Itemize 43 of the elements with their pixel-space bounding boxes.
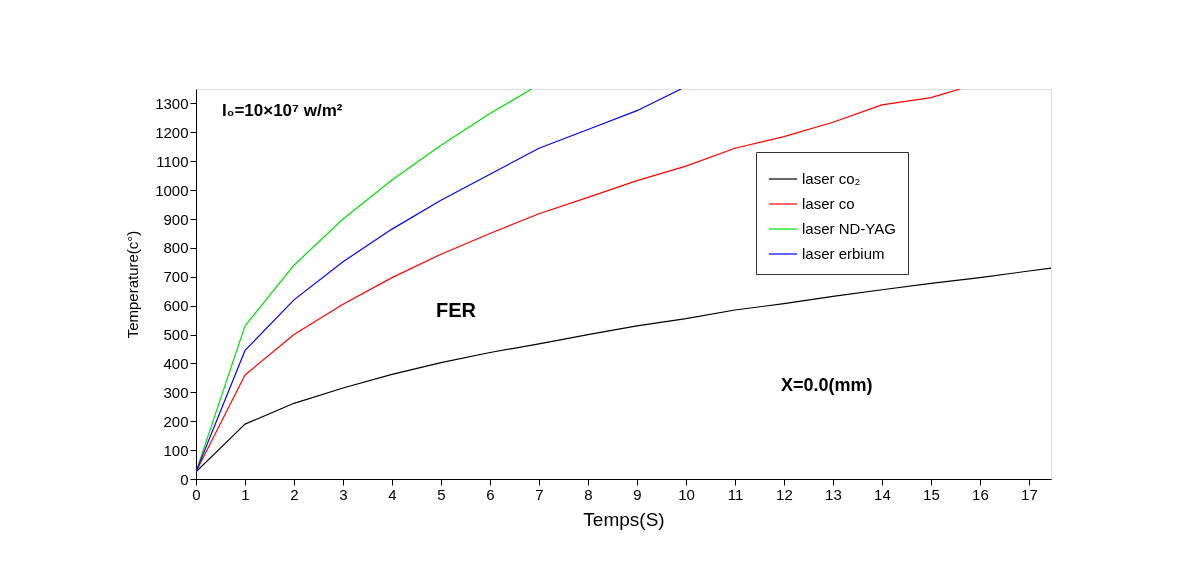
x-tick-label: 3 [339,485,348,503]
annotation: FER [436,299,477,321]
legend-label: laser co₂ [802,170,861,187]
y-tick-label: 1300 [155,94,189,112]
x-tick-label: 4 [388,485,397,503]
annotation: I₀=10×10⁷ w/m² [222,101,343,120]
x-tick-label: 16 [972,485,989,503]
x-tick-label: 8 [584,485,593,503]
y-tick-label: 100 [163,441,189,459]
y-tick-label: 1200 [155,123,189,141]
y-tick-label: 700 [163,268,189,286]
x-tick-label: 7 [535,485,544,503]
x-tick-label: 13 [825,485,842,503]
x-tick-label: 9 [633,485,642,503]
y-axis-title: Temperature(c°) [124,230,142,339]
y-tick-label: 1000 [155,181,189,199]
legend-label: laser co [802,195,855,212]
y-tick-label: 500 [163,326,189,344]
x-axis-title: Temps(S) [583,508,665,530]
x-tick-label: 6 [486,485,495,503]
y-tick-label: 400 [163,354,189,372]
annotation: X=0.0(mm) [781,375,873,395]
legend-label: laser ND-YAG [802,220,896,237]
y-tick-label: 200 [163,412,189,430]
x-tick-label: 11 [727,485,744,503]
x-tick-label: 12 [776,485,793,503]
x-tick-label: 2 [290,485,299,503]
x-tick-label: 5 [437,485,446,503]
legend-label: laser erbium [802,245,885,262]
line-series [196,267,1051,473]
x-tick-label: 15 [923,485,940,503]
line-series [196,89,682,473]
y-tick-label: 1100 [156,152,189,170]
x-tick-label: 10 [678,485,695,503]
y-tick-label: 900 [163,210,189,228]
y-tick-label: 300 [163,383,189,401]
y-tick-label: 800 [163,239,189,257]
y-tick-label: 600 [163,297,189,315]
y-tick-label: 0 [180,470,189,488]
x-tick-label: 0 [192,485,201,503]
x-tick-label: 17 [1021,485,1038,503]
x-tick-label: 1 [241,485,250,503]
x-tick-label: 14 [874,485,891,503]
